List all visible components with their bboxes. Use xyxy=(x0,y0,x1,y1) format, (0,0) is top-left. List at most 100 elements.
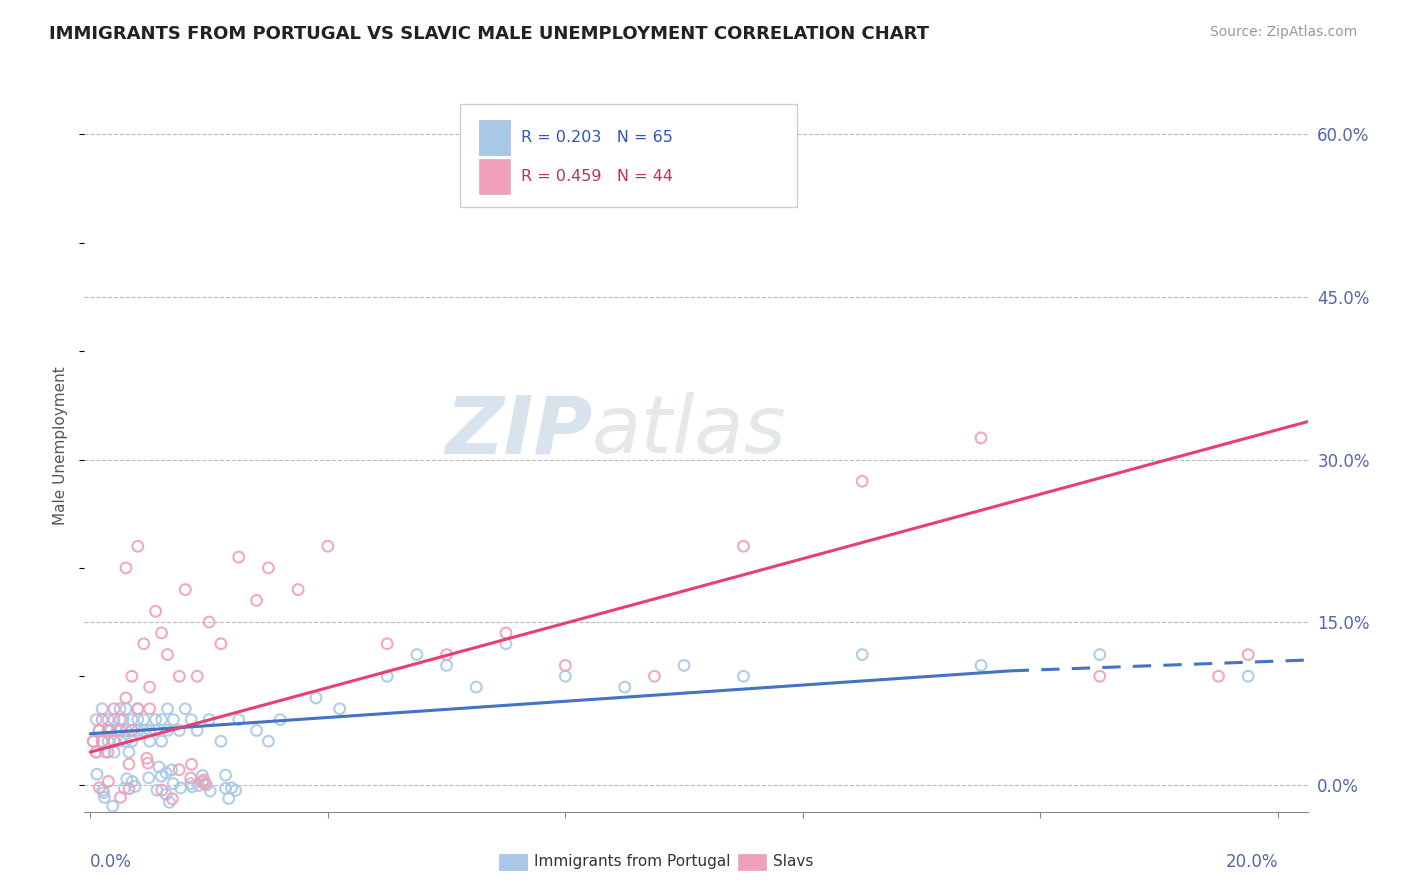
Text: R = 0.459   N = 44: R = 0.459 N = 44 xyxy=(522,169,673,184)
Point xyxy=(121,774,143,789)
Point xyxy=(554,669,576,683)
Point xyxy=(89,723,111,738)
Point xyxy=(110,790,132,805)
Point xyxy=(169,780,191,795)
Point xyxy=(1208,669,1230,683)
Point xyxy=(156,723,179,738)
Point xyxy=(162,713,184,727)
Point xyxy=(1237,669,1260,683)
Point xyxy=(157,795,180,809)
Point xyxy=(93,790,115,805)
Point xyxy=(127,723,149,738)
Point xyxy=(245,723,267,738)
Point xyxy=(136,756,159,771)
Point xyxy=(138,680,160,694)
Point xyxy=(156,648,179,662)
Text: R = 0.203   N = 65: R = 0.203 N = 65 xyxy=(522,130,673,145)
Point xyxy=(84,745,107,759)
Point xyxy=(127,702,149,716)
Point xyxy=(150,713,173,727)
Point xyxy=(245,593,267,607)
Point xyxy=(180,771,202,785)
Point xyxy=(97,723,120,738)
Point xyxy=(118,745,141,759)
Point xyxy=(111,713,134,727)
Point xyxy=(851,474,873,488)
Point xyxy=(406,648,429,662)
Point xyxy=(138,702,160,716)
Point xyxy=(214,781,236,796)
Point xyxy=(105,723,128,738)
Point xyxy=(145,713,167,727)
Point xyxy=(100,723,122,738)
Point xyxy=(103,734,125,748)
Text: Slavs: Slavs xyxy=(773,855,814,869)
Point xyxy=(91,702,114,716)
Point xyxy=(174,702,197,716)
Point xyxy=(97,734,120,748)
Text: Immigrants from Portugal: Immigrants from Portugal xyxy=(534,855,731,869)
Point xyxy=(84,745,107,759)
Point xyxy=(127,539,149,553)
Point xyxy=(305,690,328,705)
Text: ZIP: ZIP xyxy=(444,392,592,470)
Point xyxy=(94,745,117,759)
Text: Source: ZipAtlas.com: Source: ZipAtlas.com xyxy=(1209,25,1357,39)
Point xyxy=(169,723,191,738)
Point xyxy=(225,783,247,797)
Point xyxy=(103,702,125,716)
Point xyxy=(162,792,184,806)
Point xyxy=(436,648,458,662)
Point xyxy=(287,582,309,597)
Point xyxy=(186,723,208,738)
Point xyxy=(132,713,155,727)
Point xyxy=(269,713,291,727)
Point xyxy=(97,723,120,738)
Point xyxy=(257,561,280,575)
Point xyxy=(97,713,120,727)
Point xyxy=(209,637,232,651)
Point xyxy=(132,723,155,738)
Point xyxy=(970,431,993,445)
Point xyxy=(145,723,167,738)
Text: 20.0%: 20.0% xyxy=(1226,853,1278,871)
Point xyxy=(180,776,202,790)
Point xyxy=(115,734,138,748)
Point xyxy=(554,658,576,673)
Point xyxy=(221,780,243,795)
Point xyxy=(103,745,125,759)
Point xyxy=(86,767,108,781)
Point xyxy=(121,669,143,683)
Point xyxy=(115,690,138,705)
Point xyxy=(180,713,202,727)
Point xyxy=(1237,648,1260,662)
Point xyxy=(228,713,250,727)
Point xyxy=(138,734,160,748)
Point xyxy=(135,751,157,765)
Point xyxy=(167,763,190,777)
Point xyxy=(186,669,208,683)
Text: IMMIGRANTS FROM PORTUGAL VS SLAVIC MALE UNEMPLOYMENT CORRELATION CHART: IMMIGRANTS FROM PORTUGAL VS SLAVIC MALE … xyxy=(49,25,929,43)
FancyBboxPatch shape xyxy=(460,103,797,207)
Point xyxy=(174,582,197,597)
Point xyxy=(316,539,339,553)
Point xyxy=(103,734,125,748)
Point xyxy=(97,745,120,759)
Point xyxy=(115,702,138,716)
Point xyxy=(84,713,107,727)
Point xyxy=(150,783,173,797)
Point xyxy=(198,784,221,798)
Point xyxy=(169,669,191,683)
Point xyxy=(495,637,517,651)
Point xyxy=(1088,669,1111,683)
Point xyxy=(375,637,398,651)
Point xyxy=(108,702,131,716)
Point xyxy=(155,788,177,802)
Point xyxy=(93,786,115,800)
Point xyxy=(148,760,170,774)
Point xyxy=(127,702,149,716)
Point xyxy=(150,769,173,783)
Point xyxy=(191,768,214,782)
Point xyxy=(187,779,209,793)
Point xyxy=(91,734,114,748)
